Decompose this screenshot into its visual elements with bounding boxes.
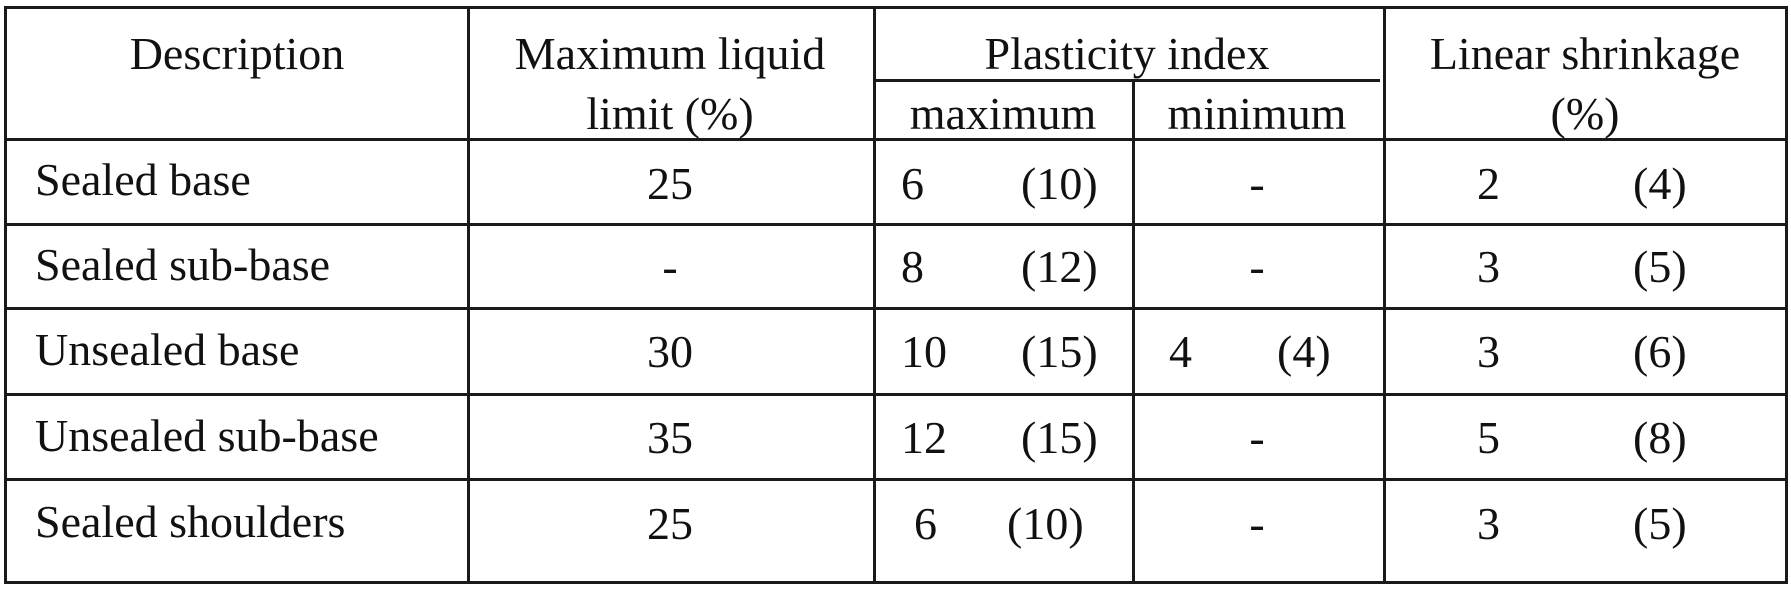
cell-liquid-limit: 35 [647, 412, 693, 463]
cell-pi-max-alt: (12) [1021, 241, 1098, 292]
cell-pi-max: 6 [914, 498, 937, 549]
cell-shrinkage: 3 [1477, 241, 1500, 292]
cell-liquid-limit: 25 [647, 498, 693, 549]
row-description: Unsealed sub-base [35, 410, 379, 461]
row-description: Sealed shoulders [35, 496, 346, 547]
cell-pi-max: 10 [901, 326, 947, 377]
cell-pi-min: - [1249, 241, 1265, 292]
cell-liquid-limit: - [662, 241, 678, 292]
column-divider [1132, 81, 1135, 581]
cell-pi-max-alt: (15) [1021, 412, 1098, 463]
cell-pi-max-alt: (10) [1021, 158, 1098, 209]
column-divider [467, 9, 470, 581]
cell-shrinkage-alt: (5) [1633, 241, 1687, 292]
header-description: Description [129, 28, 345, 79]
column-divider [873, 9, 876, 581]
cell-shrinkage-alt: (4) [1633, 158, 1687, 209]
header-pi-maximum: maximum [909, 88, 1097, 139]
row-description: Unsealed base [35, 324, 300, 375]
cell-shrinkage-alt: (8) [1633, 412, 1687, 463]
cell-shrinkage-alt: (6) [1633, 326, 1687, 377]
header-plasticity-index: Plasticity index [984, 28, 1270, 79]
cell-shrinkage: 2 [1477, 158, 1500, 209]
specification-table: Description Maximum liquid limit (%) Pla… [4, 6, 1788, 584]
cell-pi-max-alt: (10) [1007, 498, 1084, 549]
row-divider [7, 393, 1785, 396]
cell-liquid-limit: 30 [647, 326, 693, 377]
cell-pi-min-alt: (4) [1277, 326, 1331, 377]
row-divider [7, 478, 1785, 481]
cell-shrinkage-alt: (5) [1633, 498, 1687, 549]
header-liquid-limit-line1: Maximum liquid [514, 28, 826, 79]
column-divider [1383, 9, 1386, 581]
header-linear-shrinkage-line2: (%) [1550, 88, 1620, 139]
header-subdivider [873, 79, 1380, 82]
cell-pi-max: 8 [901, 241, 924, 292]
cell-pi-max-alt: (15) [1021, 326, 1098, 377]
cell-liquid-limit: 25 [647, 158, 693, 209]
row-divider [7, 307, 1785, 310]
cell-pi-min: 4 [1169, 326, 1192, 377]
cell-shrinkage: 5 [1477, 412, 1500, 463]
cell-pi-max: 6 [901, 158, 924, 209]
cell-pi-min: - [1249, 498, 1265, 549]
cell-shrinkage: 3 [1477, 326, 1500, 377]
header-liquid-limit-line2: limit (%) [586, 88, 754, 139]
header-pi-minimum: minimum [1167, 88, 1347, 139]
header-row-divider [7, 138, 1785, 141]
cell-pi-min: - [1249, 412, 1265, 463]
row-divider [7, 223, 1785, 226]
cell-pi-max: 12 [901, 412, 947, 463]
cell-shrinkage: 3 [1477, 498, 1500, 549]
row-description: Sealed base [35, 154, 251, 205]
row-description: Sealed sub-base [35, 239, 331, 290]
header-linear-shrinkage-line1: Linear shrinkage [1429, 28, 1741, 79]
cell-pi-min: - [1249, 158, 1265, 209]
